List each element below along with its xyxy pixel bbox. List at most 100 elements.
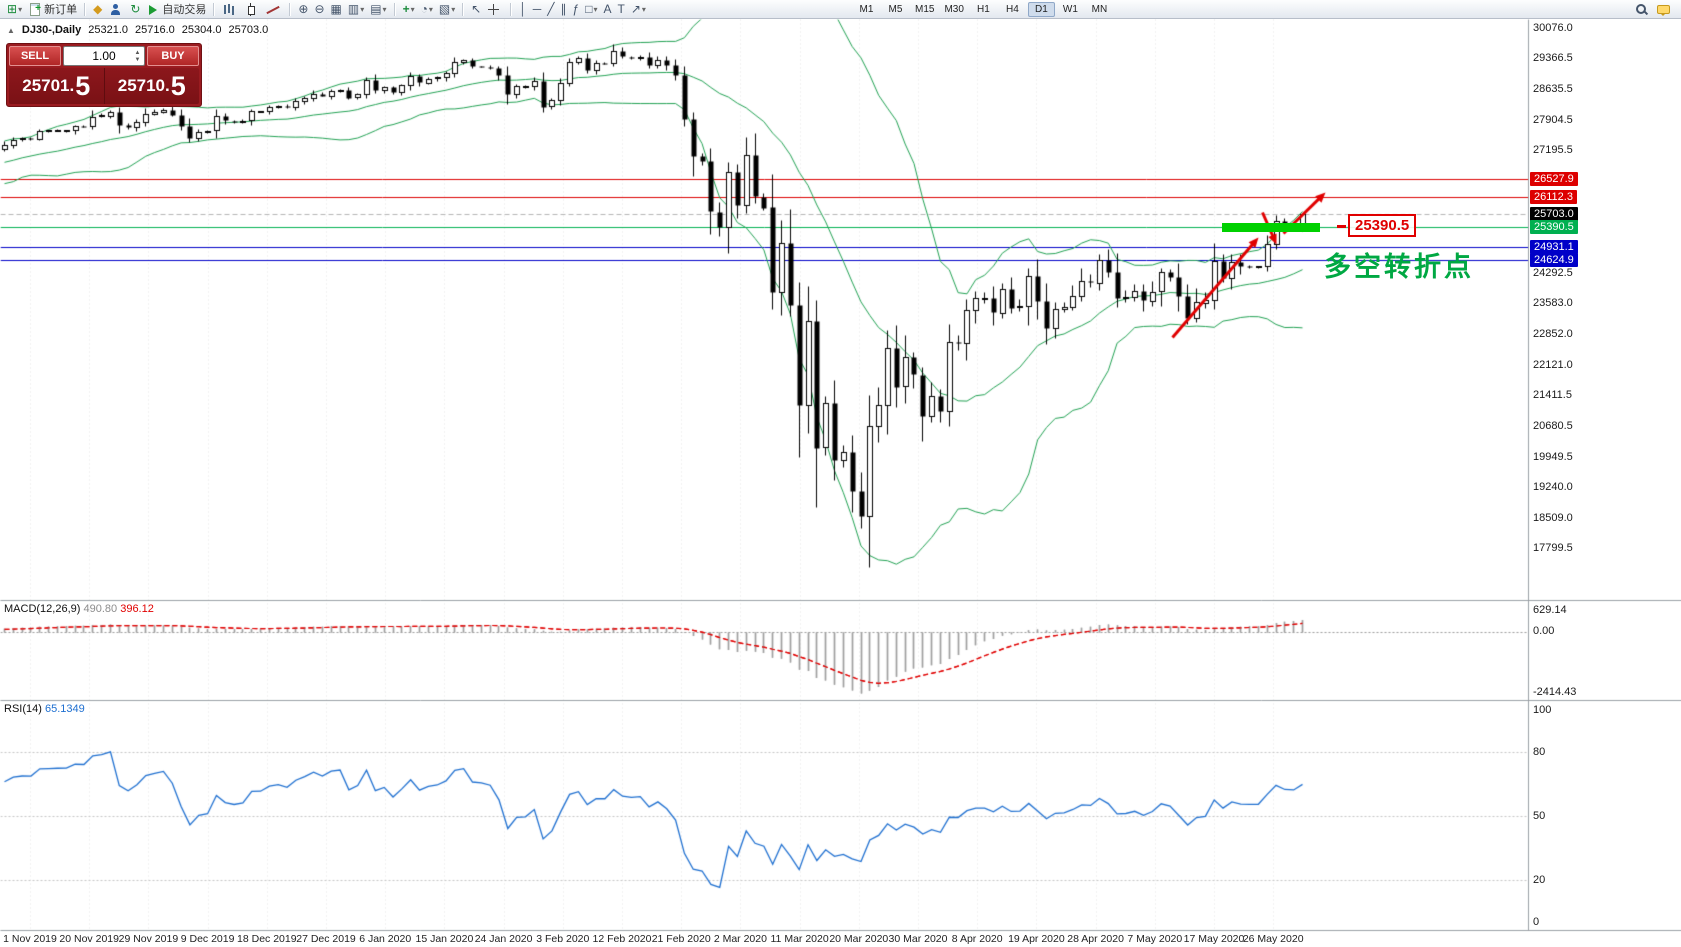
zoom-in-button[interactable]: ⊕ xyxy=(295,1,311,17)
date-label: 24 Jan 2020 xyxy=(474,933,533,945)
crosshair-button[interactable] xyxy=(484,1,506,17)
new-order-button[interactable]: 新订单 xyxy=(25,1,80,17)
lot-size-input[interactable]: 1.00 ▲ ▼ xyxy=(63,46,145,66)
price-callout[interactable]: 25390.5 xyxy=(1348,214,1417,237)
trendline-button[interactable]: ╱ xyxy=(544,1,557,17)
chevron-down-icon: ▾ xyxy=(593,4,598,14)
date-label: 19 Apr 2020 xyxy=(1008,933,1065,945)
line-chart-button[interactable] xyxy=(263,1,285,17)
rsi-axis-label: 20 xyxy=(1533,873,1546,886)
indicators-button[interactable]: + ▾ xyxy=(400,1,418,17)
one-click-trading-panel: SELL 1.00 ▲ ▼ BUY 25701. 5 25710. 5 xyxy=(6,43,202,107)
fibonacci-icon: ƒ xyxy=(572,2,580,16)
date-label: 8 Apr 2020 xyxy=(951,933,1003,945)
auto-arrange-button[interactable]: ▥ ▾ xyxy=(345,1,367,17)
buy-button[interactable]: BUY xyxy=(147,46,199,66)
tf-m5-button[interactable]: M5 xyxy=(888,3,903,15)
arrows-tool-button[interactable]: ↗ ▾ xyxy=(628,1,649,17)
price-axis-label: 28635.5 xyxy=(1533,83,1573,96)
tf-m15-button[interactable]: M15 xyxy=(915,3,935,15)
cursor-icon: ↖ xyxy=(471,2,482,16)
vertical-line-button[interactable]: │ xyxy=(516,1,530,17)
cursor-button[interactable]: ↖ xyxy=(468,1,484,17)
lot-stepper[interactable]: ▲ ▼ xyxy=(132,47,143,65)
vertical-line-icon: │ xyxy=(519,2,527,16)
horizontal-line-button[interactable]: ─ xyxy=(530,1,545,17)
template-icon: ▧ xyxy=(438,2,451,16)
ohlc-high: 25716.0 xyxy=(135,24,175,36)
channel-button[interactable]: ∥ xyxy=(558,1,570,17)
shapes-button[interactable]: □ ▾ xyxy=(582,1,600,17)
tf-m30-button[interactable]: M30 xyxy=(944,3,964,15)
tile-windows-icon: ▦ xyxy=(330,2,342,16)
cjk-annotation[interactable]: 多空转折点 xyxy=(1324,252,1474,282)
macd-signal-value: 396.12 xyxy=(120,603,154,615)
stepper-down-icon[interactable]: ▼ xyxy=(134,56,141,63)
toolbar-separator xyxy=(393,2,396,16)
templates-button[interactable]: ▧ ▾ xyxy=(436,1,458,17)
price-axis-label: 22121.0 xyxy=(1533,358,1573,371)
text-label-button[interactable]: T xyxy=(615,1,628,17)
tile-windows-button[interactable]: ▦ xyxy=(328,1,345,17)
date-label: 7 May 2020 xyxy=(1127,933,1183,945)
new-order-icon xyxy=(28,2,42,16)
candlestick-chart-button[interactable] xyxy=(241,1,263,17)
chevron-down-icon: ▾ xyxy=(451,4,456,14)
buy-price-big-digit: 5 xyxy=(170,70,186,101)
date-label: 28 Apr 2020 xyxy=(1067,933,1124,945)
zoom-out-button[interactable]: ⊖ xyxy=(311,1,327,17)
accounts-button[interactable] xyxy=(105,1,127,17)
rsi-value: 65.1349 xyxy=(44,703,85,715)
tf-w1-button[interactable]: W1 xyxy=(1062,3,1078,15)
toolbar-separator xyxy=(289,2,292,16)
refresh-button[interactable]: ↻ xyxy=(127,1,143,17)
chevron-down-icon: ▾ xyxy=(360,4,365,14)
ohlc-low: 25304.0 xyxy=(181,24,222,36)
price-axis-tag: 26112.3 xyxy=(1530,189,1577,204)
timeframe-group: M1 M5 M15 M30 H1 H4 D1 W1 MN xyxy=(852,1,1114,17)
date-label: 6 Jan 2020 xyxy=(359,933,412,945)
support-zone-bar[interactable] xyxy=(1222,223,1320,233)
chat-button[interactable] xyxy=(1653,1,1675,17)
rsi-label: RSI(14) 65.1349 xyxy=(4,703,85,715)
price-axis-label: 19949.5 xyxy=(1533,450,1573,463)
autotrading-button[interactable]: 自动交易 xyxy=(143,1,209,17)
buy-price-button[interactable]: 25710. 5 xyxy=(105,68,200,104)
periods-button[interactable]: ◔ ▾ xyxy=(418,1,436,17)
user-icon xyxy=(108,3,122,16)
fibonacci-button[interactable]: ƒ xyxy=(570,1,583,17)
search-button[interactable] xyxy=(1631,1,1653,17)
autotrading-label: 自动交易 xyxy=(162,4,207,16)
date-label: 27 Dec 2019 xyxy=(296,933,356,945)
price-axis-label: 27195.5 xyxy=(1533,144,1573,156)
date-label: 3 Feb 2020 xyxy=(536,933,590,945)
tf-h4-button[interactable]: H4 xyxy=(1006,3,1019,15)
price-axis-tag: 24931.1 xyxy=(1530,239,1578,254)
tf-m1-button[interactable]: M1 xyxy=(859,3,874,15)
text-button[interactable]: A xyxy=(600,1,614,17)
price-axis-label: 24292.5 xyxy=(1533,266,1573,279)
arrow-tool-icon: ↗ xyxy=(630,2,641,16)
stepper-up-icon[interactable]: ▲ xyxy=(134,49,141,56)
new-chart-button[interactable]: ⊞ ▾ xyxy=(4,1,25,17)
price-axis-label: 27904.5 xyxy=(1533,113,1573,126)
callout-connector xyxy=(1337,225,1346,228)
grid-button[interactable]: ▤ ▾ xyxy=(367,1,389,17)
tf-h1-button[interactable]: H1 xyxy=(977,3,990,15)
price-axis-label: 20680.5 xyxy=(1533,419,1573,432)
horizontal-line-icon: ─ xyxy=(532,2,542,16)
date-label: 2 Mar 2020 xyxy=(713,933,767,945)
chevron-down-icon: ▾ xyxy=(410,4,415,14)
sell-price-button[interactable]: 25701. 5 xyxy=(9,68,104,104)
bar-chart-button[interactable] xyxy=(219,1,241,17)
macd-axis-label: -2414.43 xyxy=(1533,686,1577,698)
sell-button[interactable]: SELL xyxy=(9,46,61,66)
metaquotes-button[interactable]: ◆ xyxy=(90,1,105,17)
new-chart-icon: ⊞ xyxy=(7,2,18,16)
tf-mn-button[interactable]: MN xyxy=(1091,3,1108,15)
sell-price-big-digit: 5 xyxy=(75,70,91,101)
chevron-down-icon: ▾ xyxy=(382,4,387,14)
tf-d1-button[interactable]: D1 xyxy=(1027,1,1055,17)
rsi-axis-label: 50 xyxy=(1533,810,1546,822)
